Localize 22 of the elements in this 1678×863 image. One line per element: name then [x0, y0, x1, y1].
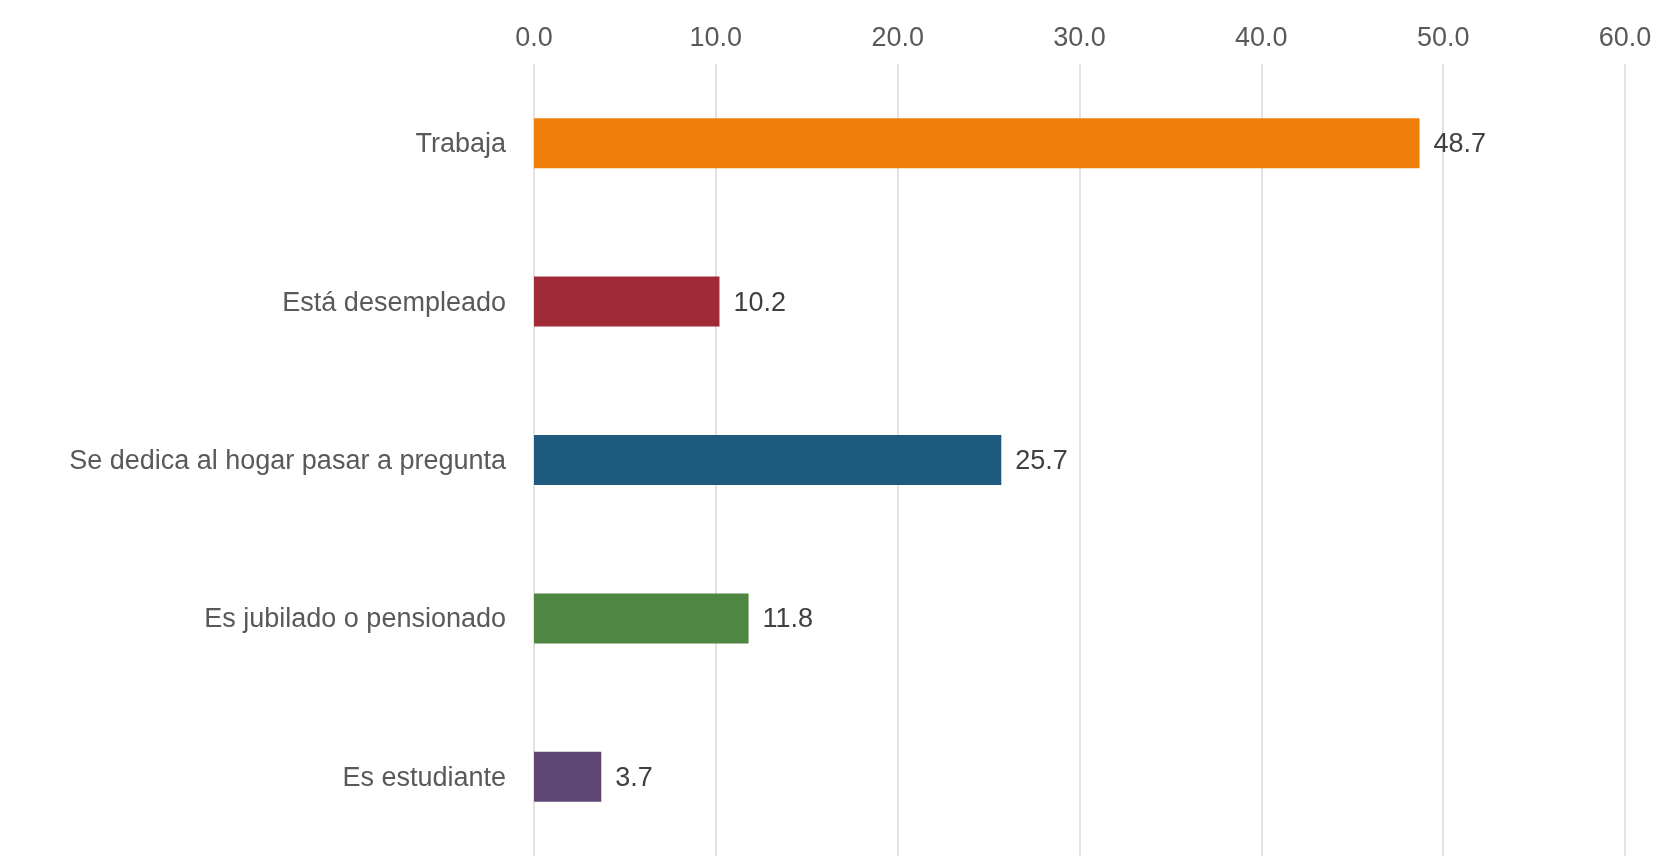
data-label: 25.7 [1015, 445, 1068, 475]
data-label: 11.8 [762, 603, 814, 634]
y-tick-label: Se dedica al hogar pasar a pregunta [69, 445, 507, 475]
x-tick-label: 20.0 [871, 21, 924, 52]
bar [534, 593, 749, 644]
bar [534, 276, 720, 327]
data-label: 10.2 [733, 286, 787, 317]
y-tick-label: Es estudiante [342, 761, 506, 792]
y-tick-label: Está desempleado [282, 286, 506, 317]
bar [534, 118, 1420, 169]
data-label: 48.7 [1433, 128, 1487, 159]
x-tick-label: 10.0 [689, 21, 743, 52]
bar [534, 751, 602, 802]
x-tick-label: 40.0 [1235, 21, 1288, 52]
x-tick-label: 60.0 [1598, 21, 1652, 52]
y-tick-label: Trabaja [415, 128, 507, 159]
x-tick-label: 50.0 [1416, 21, 1470, 52]
y-tick-label: Es jubilado o pensionado [204, 603, 506, 634]
x-tick-label: 30.0 [1053, 21, 1106, 52]
x-tick-label: 0.0 [515, 21, 553, 52]
data-label: 3.7 [615, 761, 653, 792]
bar [534, 435, 1002, 485]
